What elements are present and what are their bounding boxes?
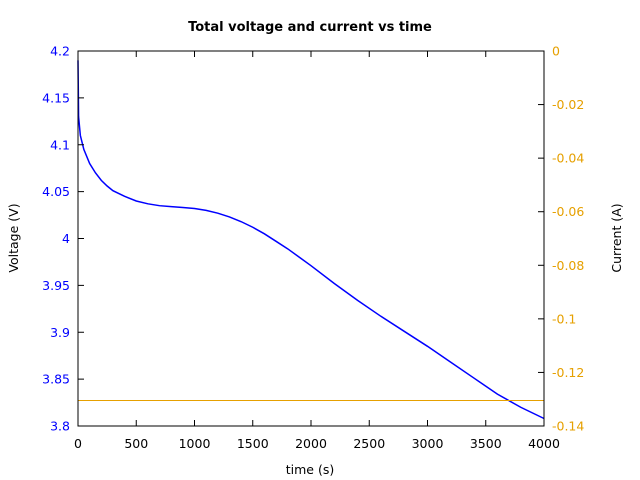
y2-tick-label: -0.06 <box>552 204 584 219</box>
x-tick-label: 2000 <box>295 436 327 451</box>
y-tick-label: 4.2 <box>50 44 70 59</box>
x-tick-label: 1000 <box>179 436 211 451</box>
x-tick-label: 4000 <box>528 436 560 451</box>
plot-frame <box>77 50 545 427</box>
y2-tick-label: -0.02 <box>552 97 584 112</box>
y-tick-label: 4.15 <box>42 90 70 105</box>
y-axis-label: Voltage (V) <box>6 203 21 272</box>
y2-tick-label: 0 <box>552 44 560 59</box>
x-tick-label: 500 <box>124 436 148 451</box>
x-tick-label: 1500 <box>237 436 269 451</box>
y-tick-label: 4.05 <box>42 184 70 199</box>
y-tick-label: 3.85 <box>42 372 70 387</box>
y-tick-label: 3.8 <box>50 419 70 434</box>
y2-tick-label: -0.04 <box>552 151 584 166</box>
x-tick-label: 3000 <box>412 436 444 451</box>
x-axis-label: time (s) <box>286 462 334 477</box>
x-tick-label: 3500 <box>470 436 502 451</box>
y-tick-label: 3.9 <box>50 325 70 340</box>
y-axis-ticks: 3.8 3.85 3.9 3.95 4 4.05 4.1 4.15 4.2 <box>42 44 84 434</box>
x-axis-ticks: 0 500 1000 1500 2000 2500 3000 3500 4000 <box>74 51 560 451</box>
y-tick-label: 3.95 <box>42 278 70 293</box>
plot-curves <box>77 60 545 420</box>
chart-title: Total voltage and current vs time <box>188 20 432 35</box>
voltage-line <box>77 60 545 420</box>
y2-tick-label: -0.08 <box>552 258 584 273</box>
y-tick-label: 4.1 <box>50 137 70 152</box>
y-tick-label: 4 <box>62 231 70 246</box>
x-tick-label: 0 <box>74 436 82 451</box>
y2-axis-label: Current (A) <box>609 203 624 272</box>
x-tick-label: 2500 <box>353 436 385 451</box>
y2-tick-label: -0.12 <box>552 365 584 380</box>
y2-tick-label: -0.14 <box>552 419 584 434</box>
y2-tick-label: -0.1 <box>552 311 576 326</box>
y2-axis-ticks: -0.14 -0.12 -0.1 -0.08 -0.06 -0.04 -0.02 0 <box>538 44 584 434</box>
